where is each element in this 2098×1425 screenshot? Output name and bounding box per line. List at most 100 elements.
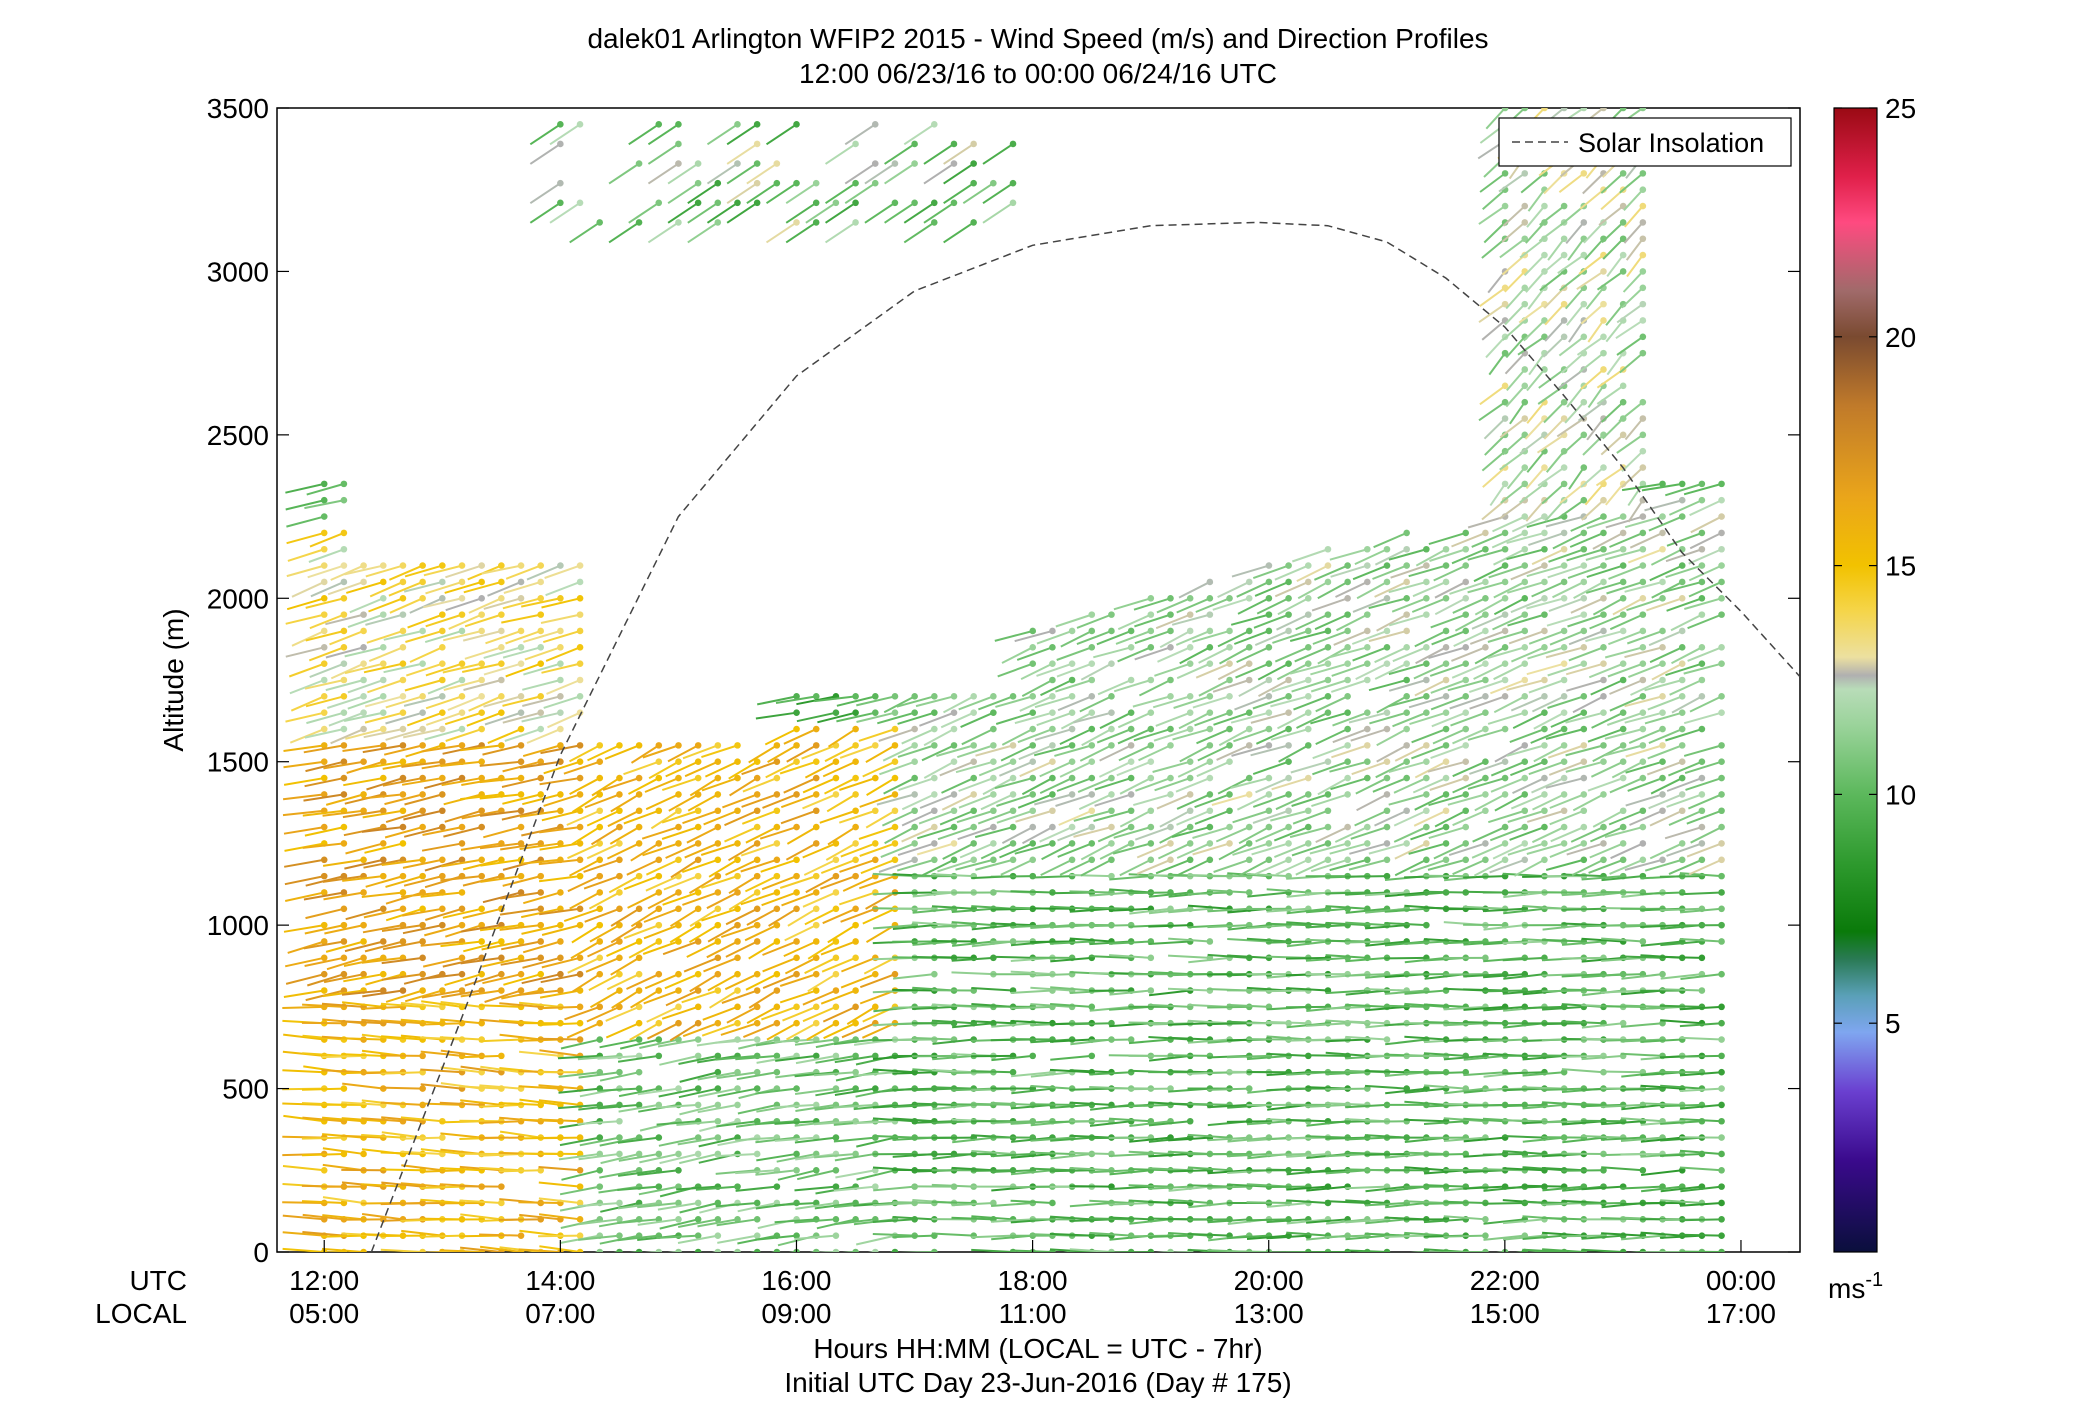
wind-barb (499, 1033, 541, 1041)
wind-barb-dot (1147, 676, 1155, 684)
wind-barb (644, 777, 679, 793)
wind-barb (617, 1136, 659, 1144)
wind-barb (1016, 646, 1053, 661)
wind-barb-dot (793, 1232, 800, 1239)
wind-barb (1168, 1185, 1210, 1192)
wind-barb (1050, 1136, 1092, 1142)
wind-barb (1001, 646, 1034, 664)
wind-barb (1094, 777, 1132, 791)
wind-barb-dot (340, 660, 348, 667)
wind-barb-dot (714, 1134, 722, 1141)
wind-barb (748, 989, 778, 1009)
wind-barb (1330, 777, 1368, 791)
wind-barb (1197, 744, 1230, 762)
wind-barb (1109, 1117, 1151, 1123)
wind-barb (1113, 826, 1152, 839)
wind-barb-dot (1462, 758, 1470, 766)
wind-barb-dot (1049, 725, 1056, 733)
wind-barb (1167, 1054, 1210, 1057)
wind-barb (402, 728, 443, 739)
wind-barb (440, 1049, 482, 1057)
wind-barb (479, 777, 522, 784)
wind-barb-dot (478, 1019, 485, 1027)
wind-barb-dot (871, 807, 879, 815)
wind-barb (282, 1214, 325, 1221)
wind-barb-dot (1580, 219, 1588, 226)
wind-barb-dot (753, 807, 761, 815)
wind-barb (814, 1201, 856, 1210)
wind-barb-dot (1108, 709, 1115, 716)
wind-barb (617, 1234, 659, 1242)
wind-barb (1266, 1020, 1309, 1025)
wind-barb (725, 907, 758, 926)
wind-barb-dot (340, 889, 348, 896)
wind-barb (1192, 695, 1230, 709)
wind-barb (285, 646, 325, 658)
wind-barb-dot (1265, 676, 1273, 684)
wind-barb-dot (1541, 693, 1548, 700)
wind-barb (519, 760, 561, 769)
wind-barb (584, 793, 620, 809)
wind-barb-dot (399, 594, 407, 602)
wind-barb (958, 695, 994, 711)
wind-barb (1344, 875, 1388, 878)
wind-barb (571, 826, 601, 846)
wind-barb (1293, 695, 1329, 711)
wind-barb-dot (576, 1134, 584, 1141)
wind-barb-dot (812, 1019, 820, 1027)
wind-barb-dot (1206, 594, 1214, 602)
wind-barb-dot (1462, 807, 1470, 815)
wind-barb-dot (1462, 840, 1470, 847)
wind-barb-dot (1521, 758, 1529, 766)
wind-barb (1000, 744, 1034, 762)
wind-barb (610, 956, 640, 976)
wind-barb (617, 1218, 659, 1224)
wind-barb (362, 760, 404, 770)
wind-barb (569, 858, 601, 877)
wind-barb-dot (1127, 823, 1135, 831)
wind-barb (682, 744, 719, 760)
wind-barb (1089, 1071, 1132, 1076)
wind-barb-dot (419, 709, 426, 716)
wind-barb (405, 662, 443, 677)
wind-barb-dot (1560, 529, 1568, 537)
wind-barb-dot (1226, 709, 1233, 716)
wind-barb-dot (616, 1248, 623, 1252)
wind-barb (996, 809, 1034, 824)
wind-barb-dot (773, 1019, 781, 1027)
wind-barb (284, 858, 325, 868)
wind-barb-dot (1560, 317, 1568, 324)
wind-barb (1039, 826, 1073, 843)
wind-barb (931, 1201, 974, 1204)
wind-barb (1315, 695, 1349, 713)
wind-barb-dot (891, 1248, 899, 1252)
wind-barb (912, 1036, 955, 1041)
wind-barb-dot (970, 840, 977, 847)
wind-barb-dot (1029, 1052, 1037, 1060)
wind-barb-dot (812, 1003, 820, 1011)
wind-barb (827, 924, 857, 944)
wind-barb-dot (1108, 611, 1115, 618)
wind-barb (402, 907, 443, 917)
wind-barb (1274, 646, 1309, 663)
wind-barb-dot (498, 954, 505, 962)
wind-barb-dot (576, 660, 584, 667)
wind-barb-dot (576, 905, 584, 913)
wind-barb (1156, 597, 1191, 614)
wind-barb (833, 1038, 876, 1046)
wind-barb (688, 924, 719, 944)
wind-barb (400, 1018, 443, 1025)
wind-barb-dot (320, 954, 328, 962)
wind-barb-dot (734, 872, 741, 880)
wind-barb (540, 613, 581, 624)
wind-barb-dot (931, 823, 938, 831)
wind-barb-dot (1304, 856, 1312, 864)
wind-barb-dot (616, 774, 623, 782)
wind-barb (304, 728, 345, 739)
wind-barb-dot (655, 1134, 663, 1141)
wind-barb-dot (812, 954, 820, 962)
wind-barb (1348, 858, 1388, 871)
wind-barb (606, 973, 640, 991)
wind-barb (897, 842, 935, 857)
wind-barb-dot (379, 660, 387, 667)
